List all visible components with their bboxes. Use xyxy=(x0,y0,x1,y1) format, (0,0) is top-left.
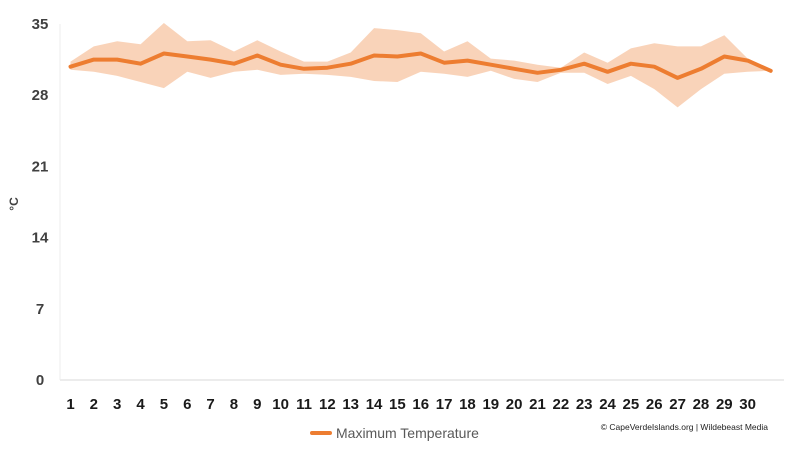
x-tick-label: 7 xyxy=(206,396,214,413)
x-tick-label: 1 xyxy=(66,396,74,413)
x-tick-label: 5 xyxy=(160,396,168,413)
x-tick-label: 11 xyxy=(296,396,312,413)
x-tick-label: 2 xyxy=(90,396,98,413)
legend-line-swatch xyxy=(310,431,332,435)
x-tick-label: 20 xyxy=(506,396,523,413)
x-tick-label: 13 xyxy=(342,396,359,413)
y-tick-label: 0 xyxy=(36,372,44,389)
x-tick-label: 17 xyxy=(436,396,453,413)
x-tick-label: 30 xyxy=(739,396,756,413)
x-tick-label: 26 xyxy=(646,396,663,413)
x-tick-label: 24 xyxy=(599,396,616,413)
x-tick-label: 22 xyxy=(553,396,570,413)
x-tick-label: 10 xyxy=(272,396,289,413)
x-tick-label: 28 xyxy=(693,396,710,413)
x-tick-label: 8 xyxy=(230,396,238,413)
x-tick-label: 9 xyxy=(253,396,261,413)
y-tick-label: 7 xyxy=(36,301,44,318)
y-axis-ticks: 0 7 14 21 28 35 xyxy=(32,16,49,389)
legend: Maximum Temperature xyxy=(310,423,479,443)
x-tick-label: 19 xyxy=(482,396,499,413)
x-axis-ticks: 1 2 3 4 5 6 7 8 9 10 11 12 13 14 15 16 17 18 19 20 21 22 23 24 2… xyxy=(66,396,756,413)
x-tick-label: 6 xyxy=(183,396,191,413)
y-tick-label: 28 xyxy=(32,87,49,104)
credit-text: © CapeVerdeIslands.org | Wildebeast Medi… xyxy=(600,422,768,432)
x-tick-label: 14 xyxy=(366,396,383,413)
y-tick-label: 14 xyxy=(32,230,49,247)
legend-label: Maximum Temperature xyxy=(336,425,479,441)
x-tick-label: 21 xyxy=(529,396,546,413)
x-tick-label: 25 xyxy=(623,396,640,413)
x-tick-label: 3 xyxy=(113,396,121,413)
y-tick-label: 21 xyxy=(32,158,49,175)
x-tick-label: 23 xyxy=(576,396,593,413)
x-tick-label: 4 xyxy=(136,396,145,413)
x-tick-label: 27 xyxy=(669,396,686,413)
x-tick-label: 16 xyxy=(412,396,429,413)
y-tick-label: 35 xyxy=(32,16,49,33)
x-tick-label: 29 xyxy=(716,396,733,413)
y-axis-label: °C xyxy=(7,197,21,211)
temperature-range-band xyxy=(70,23,771,108)
x-tick-label: 12 xyxy=(319,396,336,413)
series-line-maximum-temperature xyxy=(68,51,773,80)
x-tick-label: 15 xyxy=(389,396,406,413)
x-tick-label: 18 xyxy=(459,396,476,413)
